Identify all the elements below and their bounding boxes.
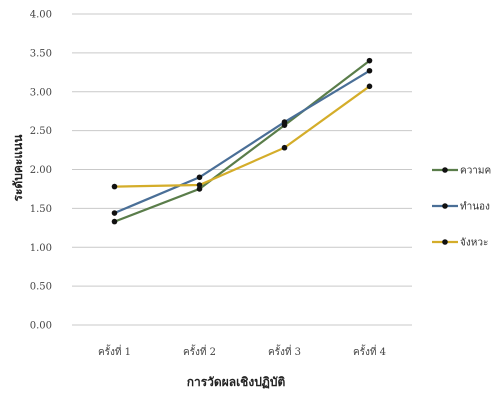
legend-label: จังหวะ — [460, 238, 488, 249]
data-point — [366, 67, 373, 74]
series-line — [114, 59, 371, 223]
y-tick-label: 4.00 — [30, 10, 52, 21]
y-tick-labels: 0.00 0.50 1.00 1.50 2.00 2.50 3.00 3.50 4.00 — [30, 10, 52, 332]
x-tick-label: ครั้งที่ 3 — [268, 344, 301, 358]
legend-label: ความค — [460, 166, 491, 177]
x-tick-label: ครั้งที่ 4 — [353, 344, 386, 358]
y-tick-label: 2.50 — [30, 126, 52, 137]
y-tick-label: 0.50 — [30, 282, 52, 293]
y-tick-label: 1.50 — [30, 204, 52, 215]
y-tick-label: 2.00 — [30, 165, 52, 176]
data-point — [281, 144, 288, 151]
legend-label: ทำนอง — [460, 202, 490, 213]
legend-marker — [442, 239, 448, 245]
y-tick-label: 3.50 — [30, 48, 52, 59]
series-line — [114, 69, 371, 215]
data-point — [196, 182, 203, 188]
series-points — [111, 57, 373, 225]
data-point — [111, 210, 118, 216]
data-point — [111, 183, 118, 190]
y-tick-label: 3.00 — [30, 87, 52, 98]
gridlines — [72, 13, 412, 326]
x-tick-label: ครั้งที่ 1 — [98, 344, 131, 358]
y-tick-label: 0.00 — [30, 321, 52, 332]
data-point — [196, 174, 203, 181]
data-point — [111, 218, 118, 225]
data-point — [366, 57, 373, 64]
legend-marker — [442, 167, 448, 173]
data-point — [281, 119, 288, 125]
y-axis-title: ระดับคะแนน — [11, 134, 25, 202]
x-tick-label: ครั้งที่ 2 — [183, 344, 216, 358]
y-tick-label: 1.00 — [30, 243, 52, 254]
x-axis-title: การวัดผลเชิงปฏิบัติ — [187, 375, 286, 389]
series-line — [114, 85, 371, 188]
legend-marker — [442, 203, 448, 209]
data-point — [196, 186, 203, 192]
series-lines — [114, 59, 371, 223]
data-point — [366, 83, 373, 90]
x-tick-labels: ครั้งที่ 1 ครั้งที่ 2 ครั้งที่ 3 ครั้งที่ 4 — [98, 344, 386, 358]
